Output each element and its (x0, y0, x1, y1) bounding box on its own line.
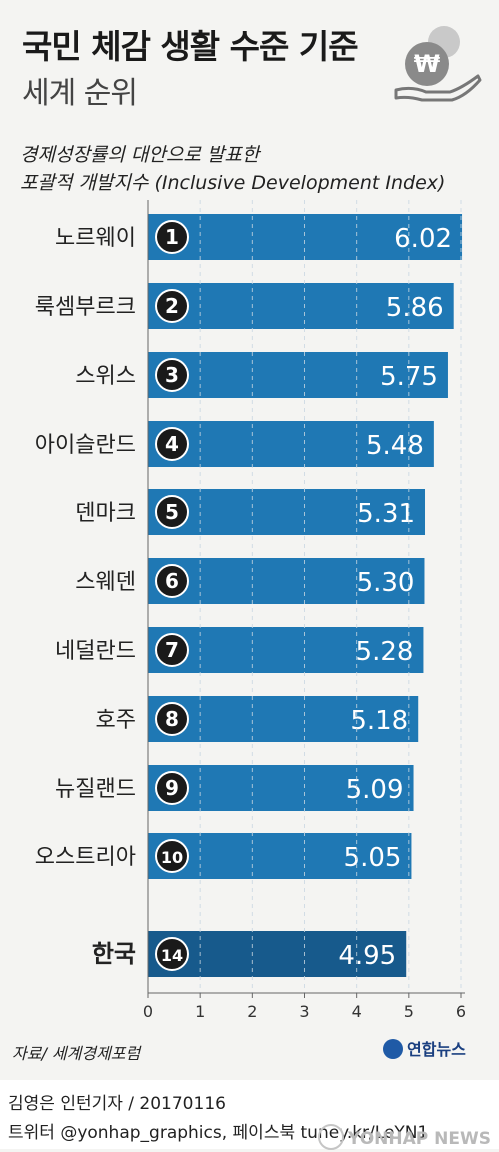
rank-badge (155, 839, 189, 873)
bar (148, 627, 424, 673)
bar (148, 833, 412, 879)
watermark-text: YONHAP NEWS (348, 1129, 491, 1149)
bar (148, 214, 463, 260)
x-tick-label: 5 (404, 1002, 414, 1021)
chart-description-line1: 경제성장률의 대안으로 발표한 (20, 144, 260, 166)
bar (148, 421, 434, 467)
x-tick-label: 0 (143, 1002, 153, 1021)
rank-badge (155, 220, 189, 254)
rank-badge (155, 427, 189, 461)
yonhap-logo-icon (383, 1038, 403, 1059)
rank-number: 10 (161, 848, 183, 867)
category-label: 오스트리아 (35, 845, 136, 870)
category-label: 아이슬란드 (35, 433, 136, 458)
source-note: 자료/ 세계경제포럼 (12, 1044, 141, 1063)
rank-badge (155, 702, 189, 736)
category-label: 네덜란드 (55, 639, 136, 664)
rank-number: 6 (165, 569, 179, 593)
x-tick-label: 3 (299, 1002, 309, 1021)
bar (148, 931, 407, 977)
bar-chart: 노르웨이 1 6.02 룩셈부르크 2 5.86 스위스 3 5.75 아이슬란드 4 5.48 덴마크… (0, 200, 499, 1030)
rank-number: 14 (161, 946, 183, 965)
rank-number: 8 (165, 707, 179, 731)
bar (148, 489, 426, 535)
bar (148, 352, 448, 398)
page-title: 국민 체감 생활 수준 기준 (22, 27, 359, 66)
rank-badge (155, 937, 189, 971)
category-label: 스위스 (75, 364, 136, 389)
x-tick-label: 6 (456, 1002, 466, 1021)
rank-number: 9 (165, 776, 179, 800)
brand-logo: 연합뉴스 (383, 1036, 466, 1061)
rank-badge (155, 358, 189, 392)
value-label: 5.18 (350, 706, 408, 736)
bar (148, 765, 414, 811)
value-label: 5.28 (356, 637, 414, 667)
value-label: 5.48 (366, 431, 424, 461)
rank-number: 1 (165, 225, 179, 249)
value-label: 5.30 (357, 568, 415, 598)
value-label: 5.05 (344, 843, 402, 873)
rank-number: 3 (165, 363, 179, 387)
rank-badge (155, 495, 189, 529)
rank-badge (155, 289, 189, 323)
rank-badge (155, 564, 189, 598)
category-label: 호주 (96, 708, 136, 733)
rank-number: 7 (165, 638, 179, 662)
x-tick-label: 1 (195, 1002, 205, 1021)
value-label: 5.09 (346, 775, 404, 805)
footer-area (0, 1080, 499, 1149)
watermark-logo-icon (318, 1124, 344, 1150)
value-label: 4.95 (338, 941, 396, 971)
page-subtitle: 세계 순위 (22, 76, 138, 111)
bar (148, 558, 425, 604)
svg-text:₩: ₩ (414, 50, 441, 78)
bar (148, 696, 419, 742)
rank-badge (155, 633, 189, 667)
credit-line: 김영은 인턴기자 / 20170116 (8, 1094, 226, 1114)
value-label: 5.86 (386, 293, 444, 323)
category-label: 룩셈부르크 (35, 295, 136, 320)
bar (148, 283, 454, 329)
rank-badge (155, 771, 189, 805)
category-label: 덴마크 (75, 501, 136, 526)
x-tick-label: 4 (352, 1002, 362, 1021)
category-label: 한국 (92, 940, 136, 968)
category-label: 뉴질랜드 (55, 777, 136, 802)
watermark: YONHAP NEWS (318, 1124, 491, 1152)
rank-number: 4 (165, 432, 179, 456)
value-label: 5.31 (357, 499, 415, 529)
rank-number: 2 (165, 294, 179, 318)
rank-number: 5 (165, 500, 179, 524)
brand-name: 연합뉴스 (407, 1040, 466, 1059)
category-label: 노르웨이 (55, 226, 136, 251)
category-label: 스웨덴 (75, 570, 136, 595)
won-coin-hand-icon: ₩ (394, 26, 482, 102)
chart-description-line2: 포괄적 개발지수 (Inclusive Development Index) (20, 172, 446, 194)
value-label: 6.02 (394, 224, 452, 254)
x-tick-label: 2 (247, 1002, 257, 1021)
